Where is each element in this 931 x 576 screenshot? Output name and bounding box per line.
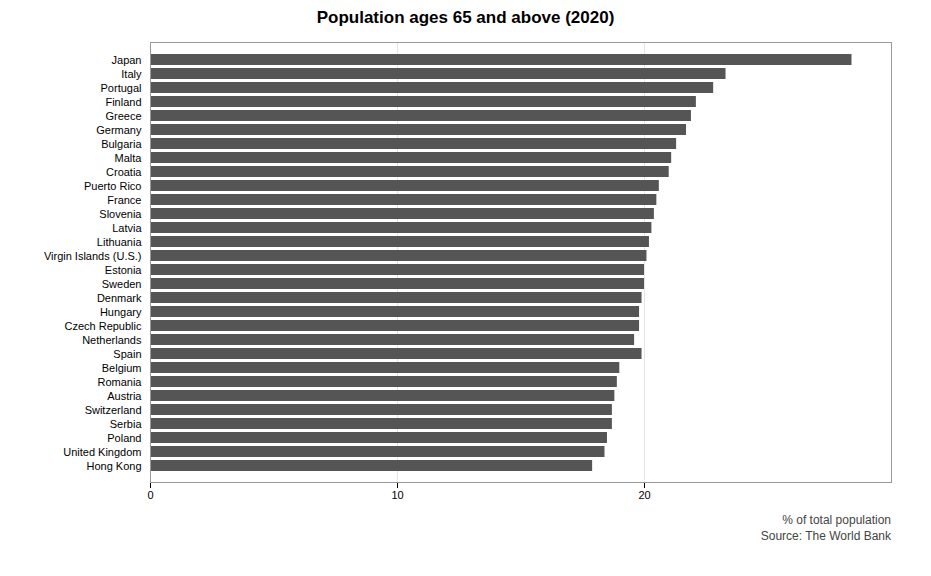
- svg-text:0: 0: [147, 489, 153, 501]
- svg-text:Estonia: Estonia: [105, 264, 143, 276]
- svg-text:Croatia: Croatia: [106, 166, 142, 178]
- svg-text:Virgin Islands (U.S.): Virgin Islands (U.S.): [44, 250, 142, 262]
- svg-text:Austria: Austria: [107, 390, 142, 402]
- svg-text:Finland: Finland: [105, 96, 141, 108]
- svg-text:Bulgaria: Bulgaria: [101, 138, 142, 150]
- svg-text:Japan: Japan: [112, 54, 142, 66]
- svg-text:Netherlands: Netherlands: [82, 334, 142, 346]
- svg-text:Poland: Poland: [107, 432, 141, 444]
- svg-text:Latvia: Latvia: [112, 222, 142, 234]
- svg-text:Belgium: Belgium: [102, 362, 142, 374]
- svg-text:Italy: Italy: [121, 68, 142, 80]
- svg-text:Slovenia: Slovenia: [99, 208, 142, 220]
- svg-text:Romania: Romania: [97, 376, 142, 388]
- svg-text:Lithuania: Lithuania: [97, 236, 143, 248]
- svg-text:Denmark: Denmark: [97, 292, 142, 304]
- svg-text:Switzerland: Switzerland: [85, 404, 142, 416]
- svg-text:20: 20: [638, 489, 650, 501]
- svg-text:Germany: Germany: [96, 124, 142, 136]
- html-text:Source: The World Bank: Source: The World Bank: [760, 529, 891, 543]
- svg-text:Hong Kong: Hong Kong: [86, 460, 141, 472]
- svg-text:Serbia: Serbia: [110, 418, 143, 430]
- svg-text:Hungary: Hungary: [100, 306, 142, 318]
- svg-text:Portugal: Portugal: [101, 82, 142, 94]
- svg-text:France: France: [107, 194, 141, 206]
- html-text:% of total population: % of total population: [782, 513, 891, 527]
- svg-text:Puerto Rico: Puerto Rico: [84, 180, 141, 192]
- svg-text:Malta: Malta: [115, 152, 143, 164]
- svg-text:Sweden: Sweden: [102, 278, 142, 290]
- svg-text:Greece: Greece: [105, 110, 141, 122]
- html-text:Population ages 65 and above (: Population ages 65 and above (2020): [316, 8, 615, 27]
- svg-text:Czech Republic: Czech Republic: [64, 320, 142, 332]
- svg-text:United Kingdom: United Kingdom: [63, 446, 141, 458]
- svg-text:Spain: Spain: [113, 348, 141, 360]
- svg-text:10: 10: [391, 489, 403, 501]
